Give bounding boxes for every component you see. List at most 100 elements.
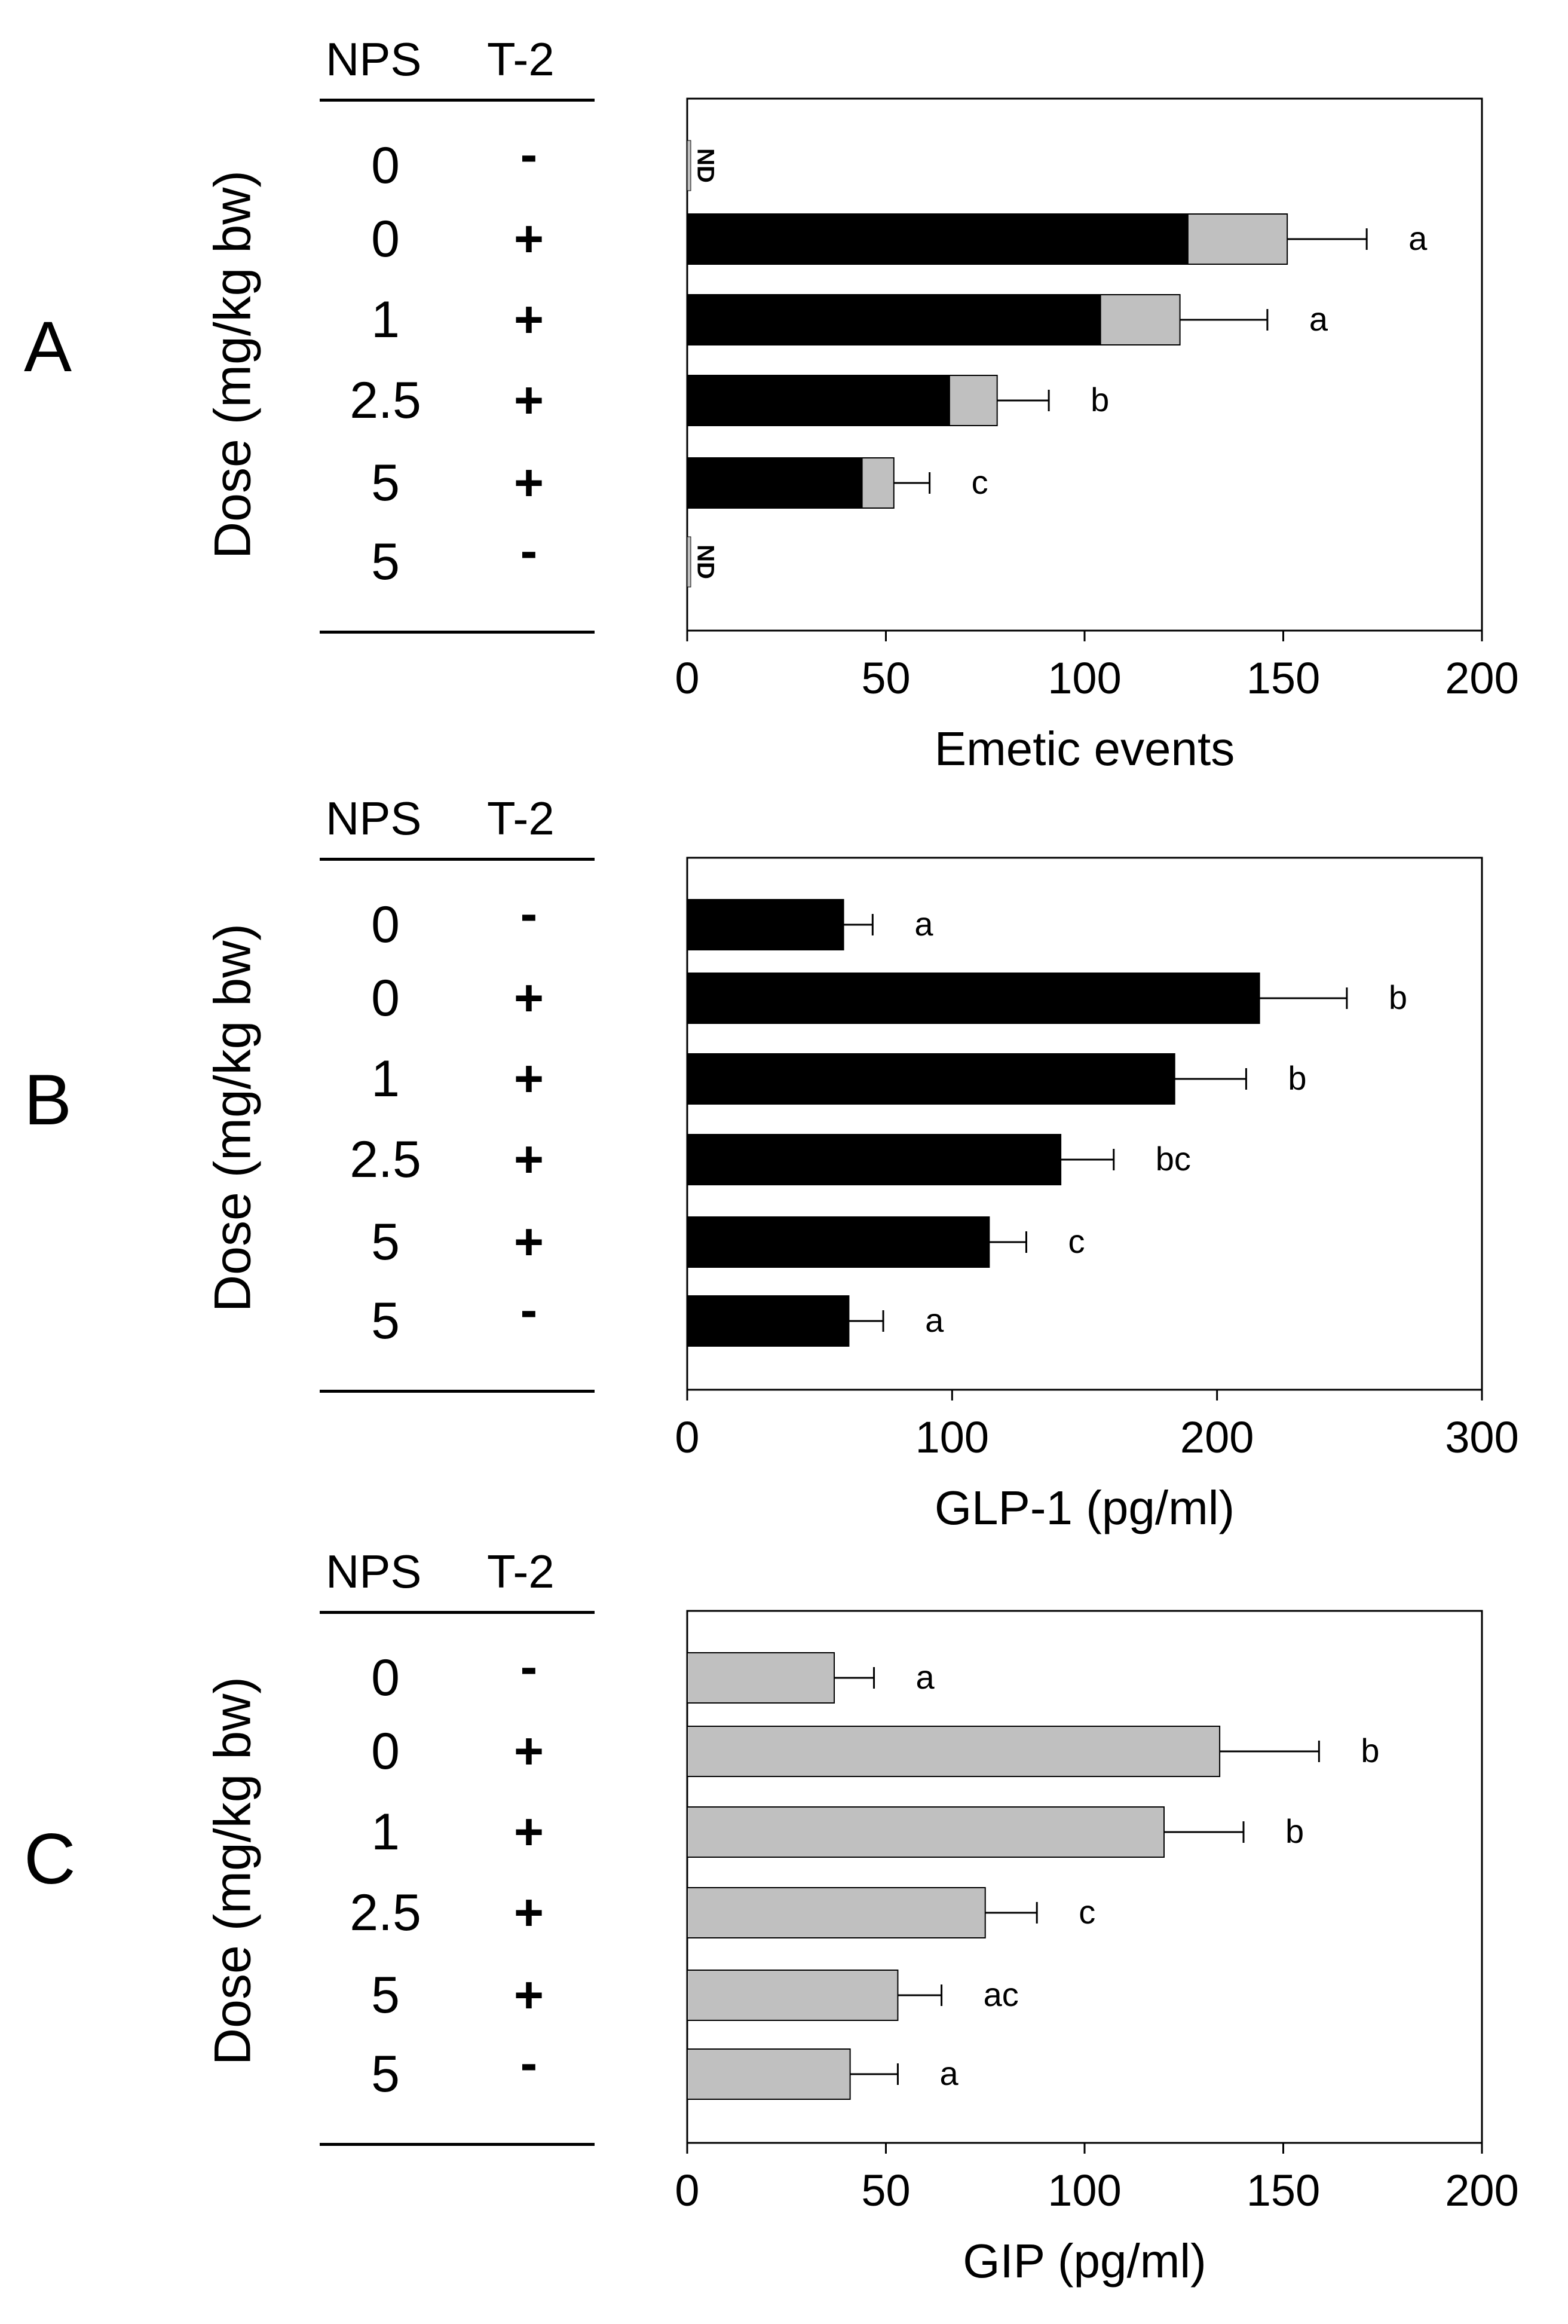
nps-dose-value: 0: [371, 210, 400, 268]
bar: [687, 1652, 835, 1704]
t2-sign: -: [520, 1282, 538, 1339]
t2-sign: +: [513, 1723, 544, 1780]
x-tick-label: 50: [861, 2166, 910, 2215]
x-tick-label: 100: [915, 1412, 989, 1462]
t2-sign: +: [513, 454, 544, 512]
x-axis-title: Emetic events: [935, 722, 1235, 775]
t2-sign: +: [513, 372, 544, 429]
bar: [687, 1053, 1175, 1105]
bar: [1187, 213, 1288, 265]
x-tick-label: 300: [1445, 1412, 1518, 1462]
bar: [687, 213, 1189, 265]
significance-label: bc: [1156, 1140, 1191, 1178]
nd-label: ND: [692, 545, 718, 579]
panel-letter: B: [24, 1060, 72, 1140]
nps-header: NPS: [326, 1545, 422, 1598]
bottom-rule: [320, 631, 595, 634]
x-tick-label: 100: [1048, 653, 1121, 703]
t2-sign: +: [513, 1213, 544, 1271]
t2-sign: -: [520, 522, 538, 580]
nps-dose-value: 0: [371, 1649, 400, 1707]
bar: [687, 375, 950, 426]
x-tick-label: 200: [1180, 1412, 1254, 1462]
panel-letter: A: [24, 307, 72, 387]
nps-dose-value: 1: [371, 1803, 400, 1861]
significance-label: a: [1408, 219, 1428, 257]
t2-sign: +: [513, 291, 544, 348]
x-axis-title: GLP-1 (pg/ml): [935, 1481, 1235, 1534]
significance-label: a: [914, 905, 933, 943]
bottom-rule: [320, 2143, 595, 2146]
t2-sign: -: [520, 2035, 538, 2092]
t2-sign: +: [513, 210, 544, 268]
nps-dose-value: 5: [371, 1213, 400, 1271]
nps-dose-value: 5: [371, 533, 400, 591]
bar: [687, 1806, 1165, 1858]
t2-sign: -: [520, 885, 538, 943]
bar: [687, 1134, 1062, 1185]
significance-label: b: [1389, 978, 1407, 1016]
nps-dose-value: 2.5: [350, 1131, 421, 1188]
significance-label: b: [1091, 381, 1109, 418]
bar: [687, 1970, 899, 2021]
header-rule: [320, 99, 595, 102]
x-tick-label: 150: [1247, 653, 1320, 703]
bar: [687, 2048, 851, 2100]
nps-dose-value: 5: [371, 454, 400, 512]
panel-c: C Dose (mg/kg bw) NPS T-2 0-0 +1 +2.5 +5 +5-…: [0, 1512, 1568, 2288]
bar: [1100, 294, 1181, 345]
chart-svg: 0 100 200 300 GLP-1 (pg/ml) a b b bc c a: [675, 857, 1519, 1534]
bar: [687, 1216, 990, 1268]
bar: [687, 1295, 850, 1347]
significance-label: a: [1309, 300, 1328, 338]
bar: [687, 457, 863, 509]
nps-dose-value: 0: [371, 137, 400, 194]
t2-header: T-2: [487, 33, 555, 85]
significance-label: a: [925, 1301, 944, 1339]
significance-label: c: [1079, 1893, 1095, 1931]
significance-label: c: [1068, 1222, 1085, 1260]
t2-sign: +: [513, 970, 544, 1027]
panel-a: A Dose (mg/kg bw) NPS T-2 0-0 +1 +2.5 +5 +5-…: [0, 0, 1568, 775]
bar: [687, 294, 1101, 345]
nd-label: ND: [692, 148, 718, 183]
x-tick-label: 50: [861, 653, 910, 703]
nps-dose-value: 2.5: [350, 372, 421, 429]
t2-sign: +: [513, 1131, 544, 1188]
x-tick-label: 150: [1247, 2166, 1320, 2215]
nps-header: NPS: [326, 792, 422, 845]
panel-letter: C: [24, 1819, 76, 1899]
nps-dose-value: 0: [371, 970, 400, 1027]
chart-svg: 0 50 100 150 200 GIP (pg/ml) a b b c ac a: [675, 1610, 1519, 2288]
t2-sign: -: [520, 126, 538, 184]
header-rule: [320, 1611, 595, 1614]
bar: [687, 1887, 986, 1938]
t2-sign: +: [513, 1803, 544, 1861]
nd-bar: [687, 140, 691, 191]
t2-header: T-2: [487, 792, 555, 845]
nps-dose-value: 0: [371, 1723, 400, 1780]
bottom-rule: [320, 1390, 595, 1393]
nps-dose-value: 5: [371, 2045, 400, 2103]
nps-dose-value: 5: [371, 1967, 400, 2024]
nd-bar: [687, 536, 691, 588]
chart-svg: 0 50 100 150 200 Emetic events ND a a b c ND: [675, 97, 1519, 775]
x-tick-label: 100: [1048, 2166, 1121, 2215]
x-tick-label: 200: [1445, 2166, 1518, 2215]
plot-frame: [686, 97, 1483, 632]
nps-dose-value: 5: [371, 1292, 400, 1350]
t2-sign: +: [513, 1884, 544, 1941]
header-rule: [320, 858, 595, 861]
panel-b: B Dose (mg/kg bw) NPS T-2 0-0 +1 +2.5 +5 +5-…: [0, 759, 1568, 1534]
significance-label: b: [1361, 1732, 1379, 1769]
x-tick-label: 0: [675, 1412, 699, 1462]
x-tick-label: 0: [675, 2166, 699, 2215]
x-tick-label: 200: [1445, 653, 1518, 703]
x-tick-label: 0: [675, 653, 699, 703]
bar: [687, 1726, 1221, 1777]
nps-dose-value: 1: [371, 291, 400, 348]
nps-dose-value: 1: [371, 1050, 400, 1108]
nps-dose-value: 2.5: [350, 1884, 421, 1941]
bar: [687, 899, 844, 950]
nps-header: NPS: [326, 33, 422, 85]
